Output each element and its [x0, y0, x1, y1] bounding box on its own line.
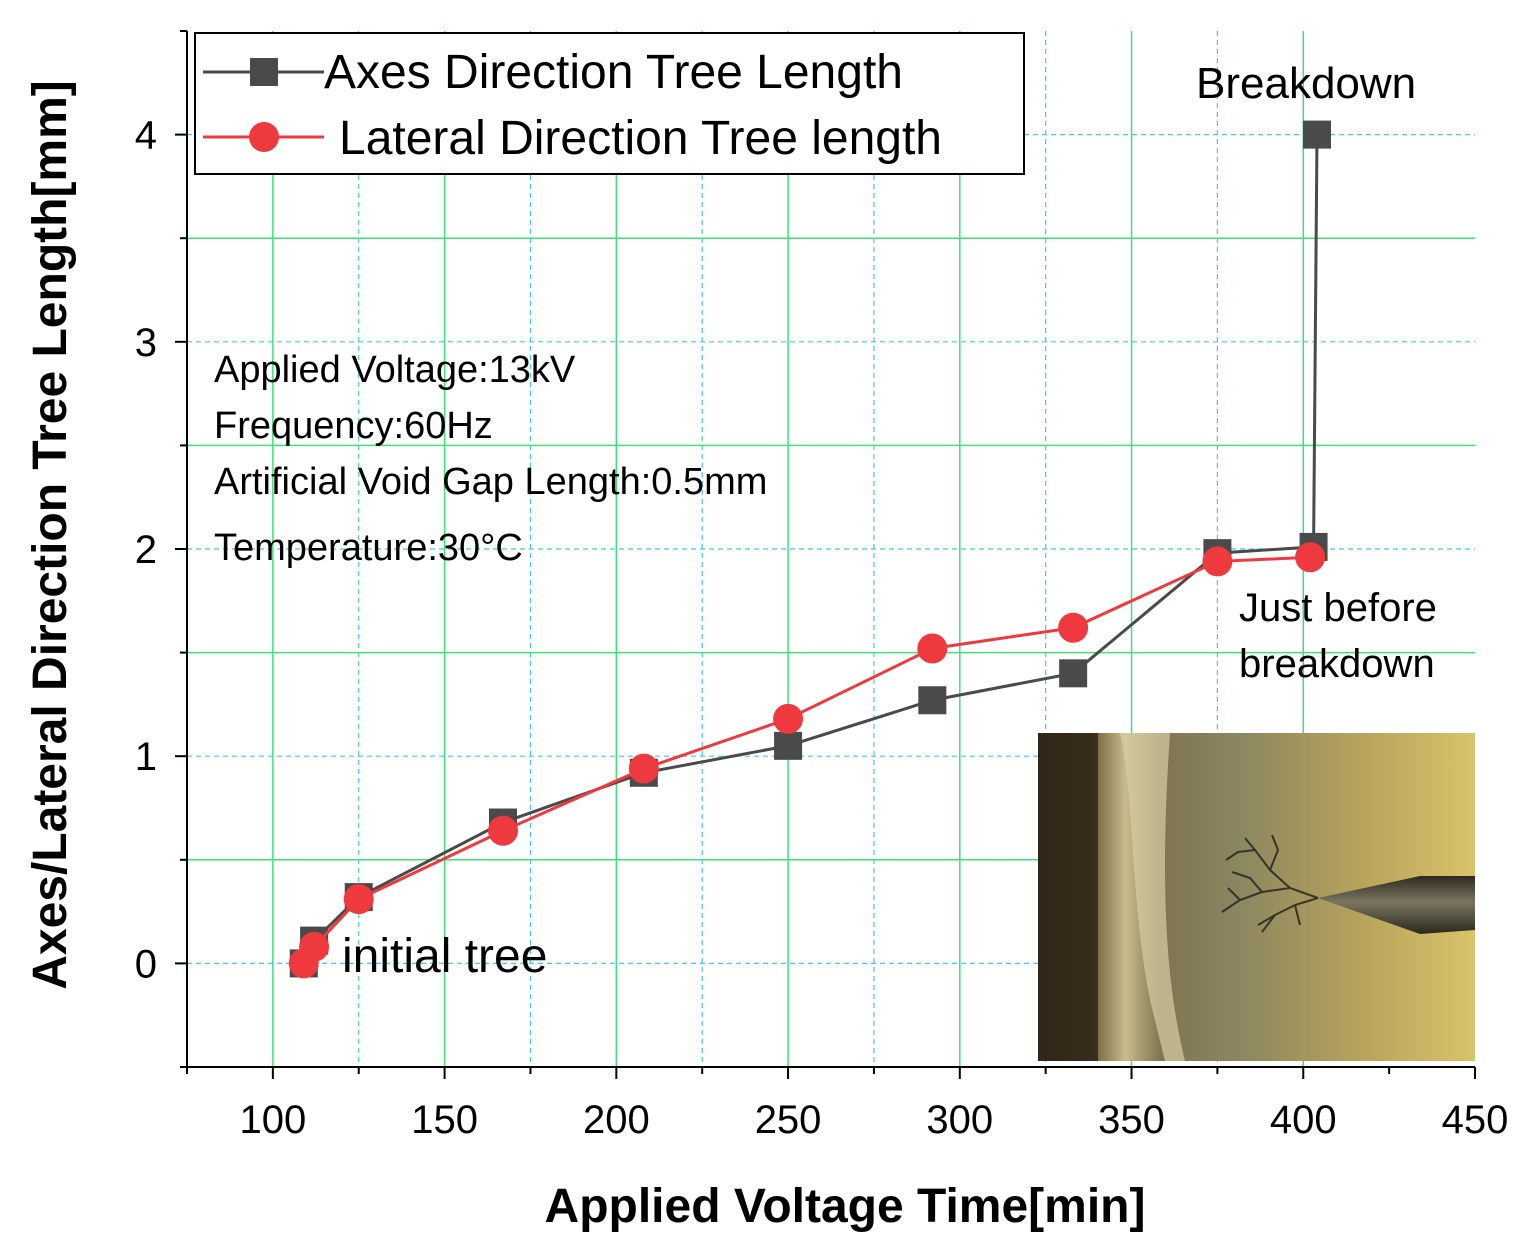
x-tick-label: 150	[411, 1098, 478, 1142]
series-lateral	[288, 542, 1326, 979]
condition-voltage: Applied Voltage:13kV	[214, 349, 576, 391]
experiment-conditions: Applied Voltage:13kV Frequency:60Hz Arti…	[214, 349, 767, 569]
annotations: Breakdown Just before breakdown initial …	[342, 59, 1437, 983]
data-point-circle	[1295, 542, 1326, 573]
series-line	[302, 555, 1311, 965]
data-point-circle	[628, 753, 659, 784]
legend-circle-marker	[249, 122, 279, 152]
legend: Axes Direction Tree Length Lateral Direc…	[194, 32, 1025, 175]
y-tick-label: 2	[135, 528, 157, 572]
y-tick-label: 3	[135, 321, 157, 365]
x-tick-label: 400	[1270, 1098, 1337, 1142]
data-point-square	[1059, 659, 1088, 688]
x-tick-label: 450	[1442, 1098, 1509, 1142]
legend-box	[194, 32, 1025, 175]
electrical-tree-photo	[1038, 733, 1475, 1061]
axis-ticks	[175, 30, 1476, 1079]
initial-tree-label: initial tree	[342, 930, 547, 983]
legend-square-marker	[250, 58, 278, 86]
tick-labels: 100 150 200 250 300 350 400 450 0 1 2 3 4	[135, 114, 1509, 1142]
data-point-square	[774, 731, 803, 760]
legend-label-lateral: Lateral Direction Tree length	[339, 112, 942, 165]
data-point-square	[918, 686, 947, 715]
data-point-circle	[1202, 546, 1233, 577]
x-tick-label: 250	[755, 1098, 822, 1142]
condition-frequency: Frequency:60Hz	[214, 405, 493, 447]
y-axis-title: Axes/Lateral Direction Tree Length[mm]	[24, 80, 77, 990]
data-point-circle	[487, 815, 518, 846]
just-before-label-line1: Just before	[1239, 586, 1437, 630]
breakdown-label: Breakdown	[1196, 59, 1416, 108]
data-point-circle	[343, 884, 374, 915]
data-point-square	[1303, 120, 1332, 149]
x-tick-label: 200	[583, 1098, 650, 1142]
data-point-circle	[1058, 612, 1089, 643]
x-tick-label: 100	[239, 1098, 306, 1142]
legend-item-lateral: Lateral Direction Tree length	[203, 112, 942, 165]
series-layer	[288, 120, 1332, 979]
y-tick-label: 1	[135, 735, 157, 779]
just-before-label-line2: breakdown	[1239, 642, 1435, 686]
y-tick-label: 0	[135, 942, 157, 986]
legend-item-axes: Axes Direction Tree Length	[203, 46, 903, 99]
data-point-circle	[773, 703, 804, 734]
y-tick-label: 4	[135, 114, 157, 158]
x-tick-label: 300	[926, 1098, 993, 1142]
data-point-circle	[917, 633, 948, 664]
legend-label-axes: Axes Direction Tree Length	[324, 46, 903, 99]
x-axis-title: Applied Voltage Time[min]	[545, 1180, 1146, 1233]
condition-gap-length: Artificial Void Gap Length:0.5mm	[214, 461, 767, 503]
x-tick-label: 350	[1098, 1098, 1165, 1142]
data-point-circle	[299, 931, 330, 962]
condition-temperature: Temperature:30°C	[214, 527, 523, 569]
